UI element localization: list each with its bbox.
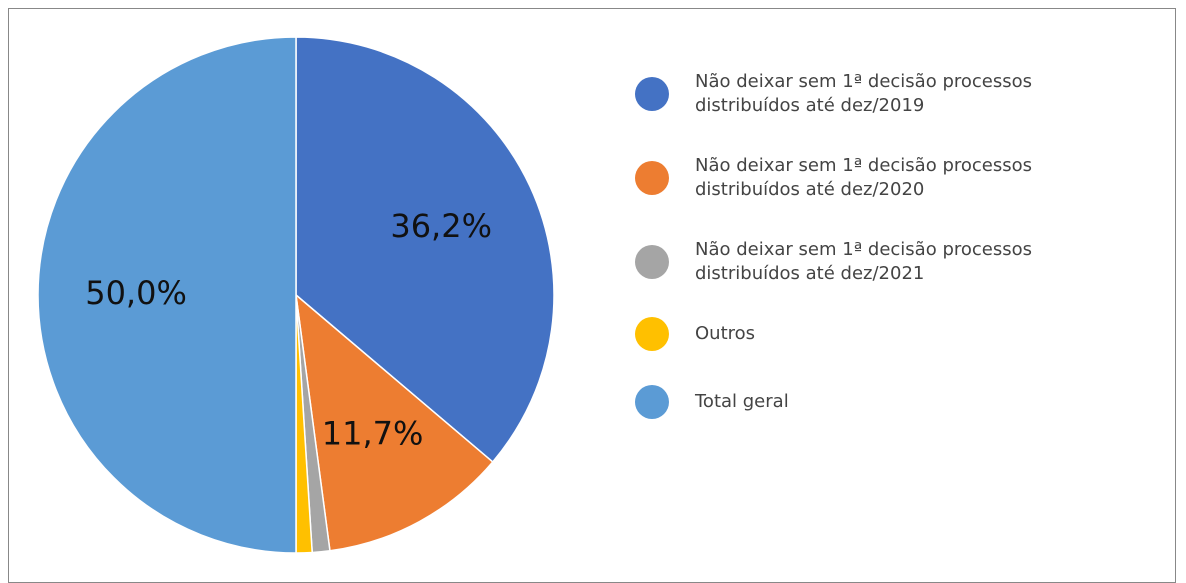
legend-label: Não deixar sem 1ª decisão processos dist… bbox=[695, 71, 1032, 116]
pie-slice bbox=[295, 293, 494, 552]
legend-marker bbox=[635, 385, 669, 419]
legend-marker bbox=[635, 77, 669, 111]
value-label: 50,0% bbox=[85, 274, 187, 312]
pie-slice bbox=[37, 36, 297, 554]
legend-label: Total geral bbox=[695, 391, 789, 412]
value-label: 11,7% bbox=[322, 414, 424, 452]
value-label: 36,2% bbox=[390, 207, 492, 245]
legend-marker bbox=[635, 161, 669, 195]
legend-marker bbox=[635, 317, 669, 351]
legend-marker bbox=[635, 245, 669, 279]
pie-slice bbox=[295, 36, 555, 463]
legend-label: Não deixar sem 1ª decisão processos dist… bbox=[695, 239, 1032, 284]
legend-label: Outros bbox=[695, 323, 756, 344]
legend-label: Não deixar sem 1ª decisão processos dist… bbox=[695, 155, 1032, 200]
